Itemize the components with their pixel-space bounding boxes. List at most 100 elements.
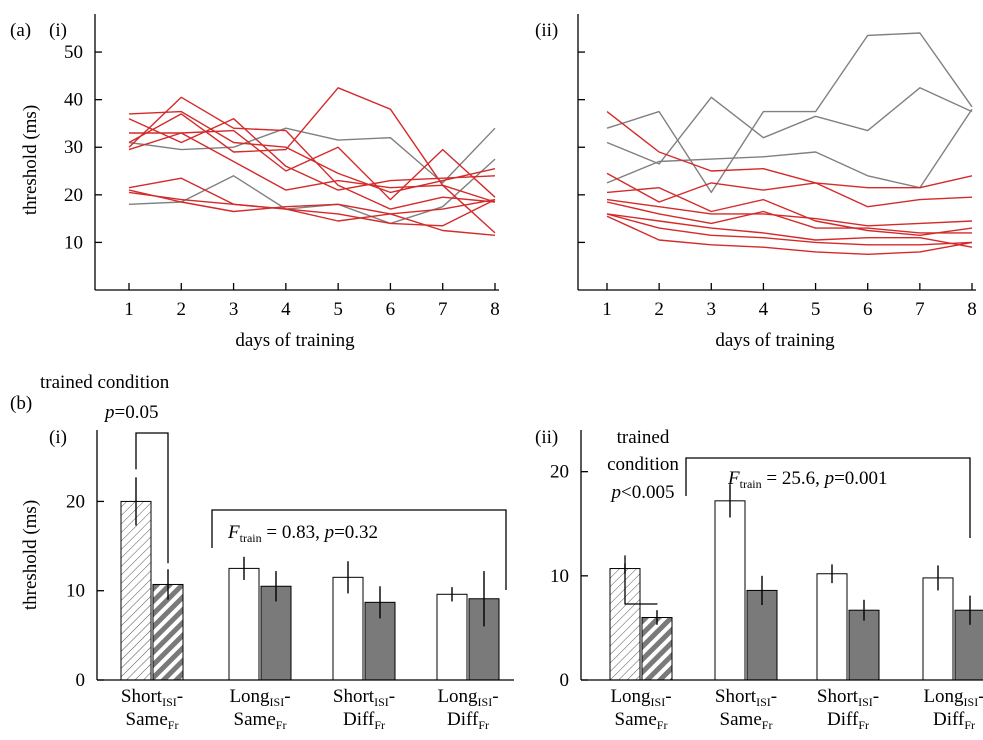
y-tick-label: 0 <box>76 670 86 691</box>
series-line-3-trained <box>606 186 973 237</box>
x-tick-label: 6 <box>863 299 873 320</box>
x-axis-label: days of training <box>715 330 835 351</box>
f-stat-bracket <box>685 457 971 538</box>
category-label: DiffFr <box>343 709 385 732</box>
category-label: SameFr <box>720 709 773 732</box>
f-statistic: Ftrain = 25.6, p=0.001 <box>727 468 888 491</box>
series-line-9-untrained <box>606 32 973 194</box>
f-statistic: Ftrain = 0.83, p=0.32 <box>227 522 378 545</box>
x-tick-label: 2 <box>177 299 187 320</box>
x-tick-label: 1 <box>124 299 134 320</box>
panel-label-a: (a) <box>10 20 31 41</box>
series-line-7-trained <box>128 177 496 222</box>
series-line-3-trained <box>128 96 496 210</box>
series-line-10-untrained <box>128 127 496 184</box>
bar-pre-3 <box>816 573 848 681</box>
category-label: ShortISI- <box>817 686 879 709</box>
x-tick-label: 7 <box>438 299 448 320</box>
x-tick-label: 5 <box>811 299 821 320</box>
series-line-11-untrained <box>606 108 973 189</box>
x-tick-label: 7 <box>915 299 925 320</box>
y-tick-label: 20 <box>64 185 83 206</box>
series-line-10-untrained <box>606 87 973 165</box>
category-label: LongISI- <box>610 686 671 709</box>
series-line-8-trained <box>606 215 973 256</box>
series-line-4-trained <box>606 198 973 227</box>
y-axis-label: threshold (ms) <box>20 105 41 215</box>
category-label: DiffFr <box>933 709 975 732</box>
category-label: DiffFr <box>827 709 869 732</box>
chart-panel-a-i: (i) 10 20 30 40 50 1 2 3 4 5 6 7 8 days of training thr… <box>20 14 500 351</box>
y-tick-label: 20 <box>550 462 569 483</box>
series-line-5-trained <box>129 129 496 201</box>
category-label: ShortISI- <box>121 686 183 709</box>
bar-post-3 <box>848 609 880 681</box>
f-stat-bracket <box>211 509 507 590</box>
chart-panel-a-ii: (ii) 1 2 3 4 5 6 7 8 days of training <box>535 14 977 351</box>
category-label: LongISI- <box>437 686 498 709</box>
bar-pre-4 <box>436 593 468 681</box>
y-tick-label: 20 <box>66 491 85 512</box>
significance-bracket-trained <box>624 555 658 605</box>
x-tick-label: 3 <box>229 299 239 320</box>
x-tick-label: 6 <box>386 299 396 320</box>
category-label: SameFr <box>126 709 179 732</box>
bar-post-4 <box>954 609 983 681</box>
category-label: LongISI- <box>229 686 290 709</box>
category-label: SameFr <box>615 709 668 732</box>
trained-p-value: p<0.005 <box>610 482 675 503</box>
x-tick-label: 5 <box>333 299 343 320</box>
category-label: LongISI- <box>923 686 983 709</box>
bar-pre-2 <box>228 567 260 681</box>
x-tick-label: 8 <box>490 299 500 320</box>
bar-post-1 <box>641 617 673 681</box>
y-tick-label: 10 <box>64 232 83 253</box>
chart-panel-b-ii: (ii)01020LongISI-SameFrShortISI-SameFrSh… <box>535 427 983 732</box>
series-line-5-trained <box>606 201 972 234</box>
category-label: SameFr <box>234 709 287 732</box>
series-line-1-trained <box>128 110 496 194</box>
trained-condition-label: trained condition <box>40 372 170 393</box>
panel-sublabel: (ii) <box>535 427 558 448</box>
bar-pre-4 <box>922 577 954 681</box>
y-tick-label: 10 <box>66 581 85 602</box>
panel-sublabel: (i) <box>49 20 67 41</box>
series-line-2-trained <box>606 172 973 203</box>
x-tick-label: 4 <box>281 299 291 320</box>
series-line-1-trained <box>606 111 973 208</box>
y-tick-label: 40 <box>64 90 83 111</box>
bar-pre-2 <box>714 500 746 681</box>
y-tick-label: 30 <box>64 137 83 158</box>
significance-bracket-trained <box>135 432 169 564</box>
series-line-6-trained <box>606 213 973 248</box>
series-line-4-trained <box>128 87 496 234</box>
x-tick-label: 3 <box>707 299 717 320</box>
y-tick-label: 10 <box>550 566 569 587</box>
x-tick-label: 1 <box>602 299 612 320</box>
x-axis-label: days of training <box>235 330 355 351</box>
bar-post-2 <box>260 585 292 681</box>
series-line-9-trained <box>128 191 496 227</box>
panel-sublabel: (i) <box>49 427 67 448</box>
x-tick-label: 2 <box>654 299 664 320</box>
category-label: DiffFr <box>447 709 489 732</box>
series-line-11-untrained <box>128 158 496 225</box>
series-line-7-trained <box>606 213 973 246</box>
panel-sublabel: (ii) <box>535 20 558 41</box>
series-line-6-trained <box>128 132 496 203</box>
category-label: ShortISI- <box>333 686 395 709</box>
y-tick-label: 50 <box>64 42 83 63</box>
category-label: ShortISI- <box>715 686 777 709</box>
bar-pre-3 <box>332 576 364 681</box>
trained-condition-label: trained <box>617 427 670 448</box>
y-axis-label: threshold (ms) <box>20 500 41 610</box>
panel-label-b: (b) <box>10 393 32 414</box>
bar-pre-1 <box>120 500 152 681</box>
x-tick-label: 8 <box>967 299 977 320</box>
trained-p-value: p=0.05 <box>103 402 158 423</box>
y-tick-label: 0 <box>560 670 570 691</box>
series-line-8-trained <box>128 189 496 236</box>
x-tick-label: 4 <box>759 299 769 320</box>
